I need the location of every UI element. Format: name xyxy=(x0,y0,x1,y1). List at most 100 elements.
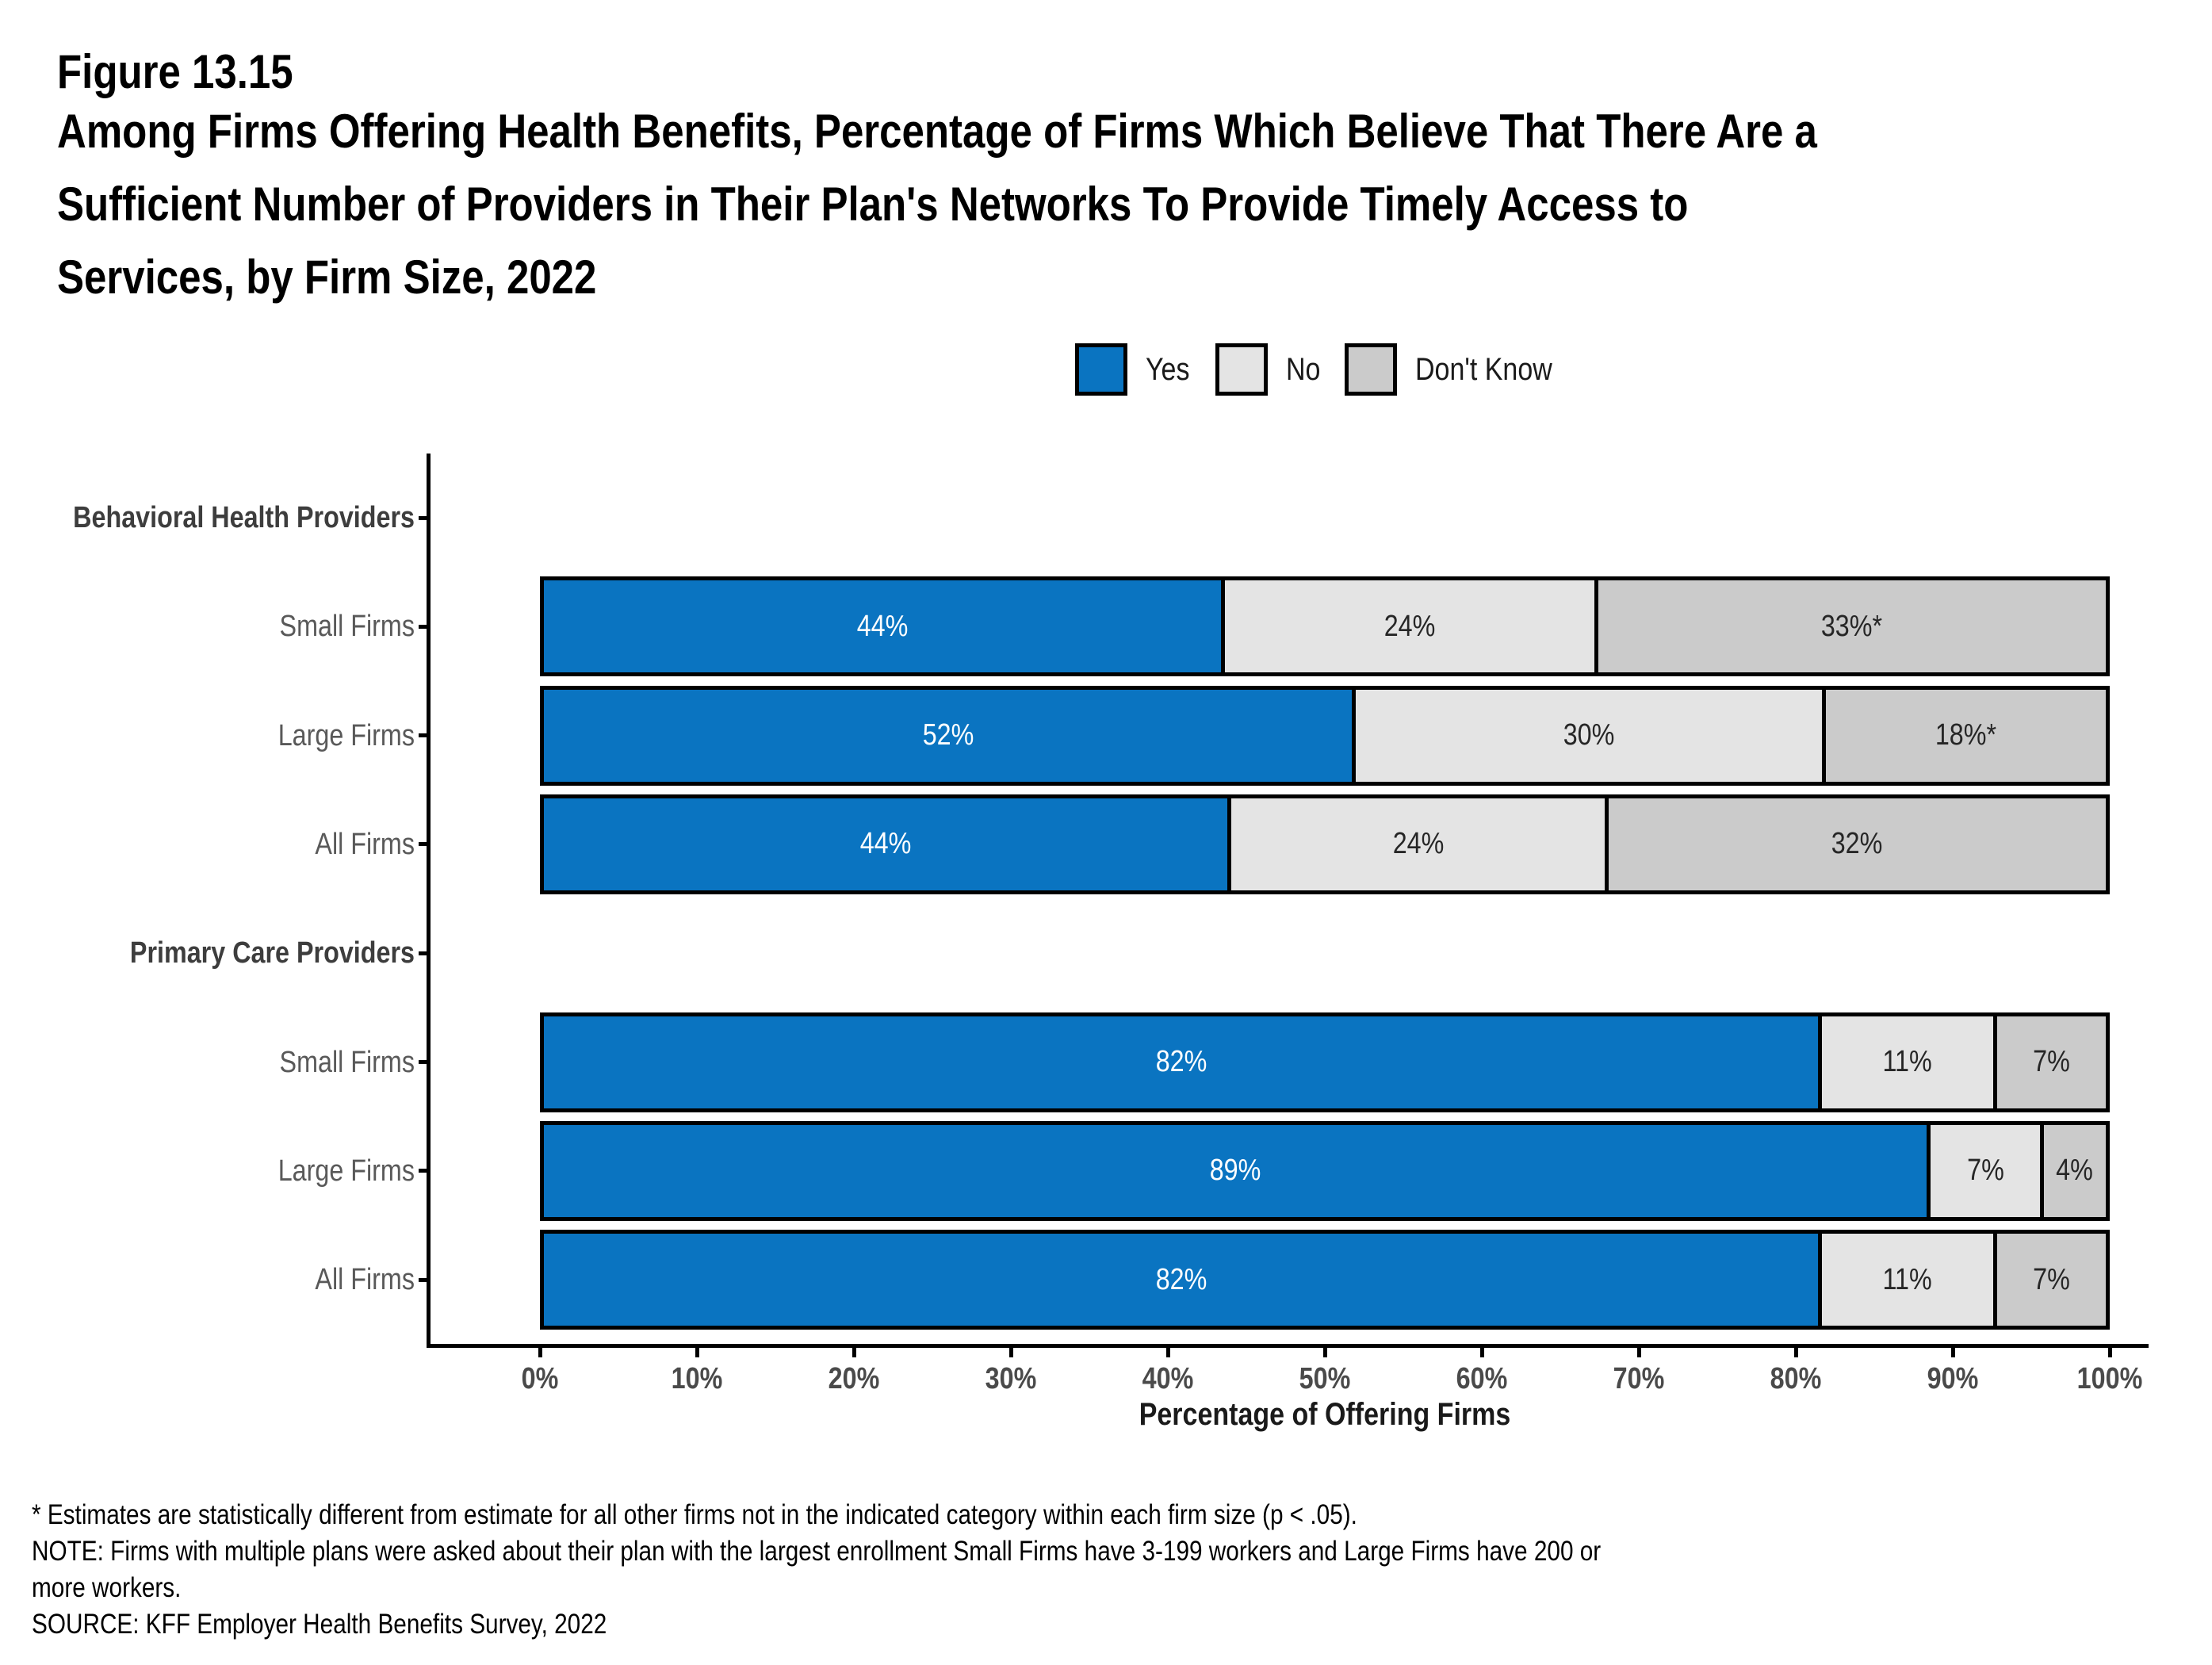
bar-value-label: 32% xyxy=(1831,827,1883,861)
x-axis-tick xyxy=(1008,1344,1013,1357)
legend-swatch-icon xyxy=(1075,343,1127,396)
x-axis-tick xyxy=(1165,1344,1170,1357)
bar-value-label: 44% xyxy=(856,609,909,643)
y-axis-tick xyxy=(419,1060,431,1064)
bar-value-label: 4% xyxy=(2056,1154,2094,1188)
y-group-label: Behavioral Health Providers xyxy=(73,501,415,534)
x-axis-tick xyxy=(2107,1344,2112,1357)
x-axis-tick xyxy=(1636,1344,1641,1357)
stacked-bar: 89% 7% 4% xyxy=(540,1120,2111,1221)
x-axis-tick xyxy=(538,1344,542,1357)
bar-segment-yes: 89% xyxy=(540,1120,1931,1221)
footnote-note-line-2: more workers. xyxy=(32,1572,182,1603)
bar-segment-yes: 44% xyxy=(540,794,1232,894)
figure-title-line-1: Among Firms Offering Health Benefits, Pe… xyxy=(57,105,1817,158)
y-category-label: Small Firms xyxy=(279,610,415,644)
x-axis-tick xyxy=(1950,1344,1955,1357)
legend-swatch-icon xyxy=(1215,343,1269,396)
bar-value-label: 11% xyxy=(1882,1045,1933,1078)
bar-segment-don-t-know: 7% xyxy=(1992,1230,2110,1330)
bar-value-label: 7% xyxy=(1966,1154,2004,1188)
footnote-note-line-1: NOTE: Firms with multiple plans were ask… xyxy=(32,1536,1602,1567)
legend-item-don-t-know: Don't Know xyxy=(1345,343,1576,396)
stacked-bar: 82% 11% 7% xyxy=(540,1012,2110,1112)
y-axis-tick xyxy=(419,624,431,629)
x-tick-label: 0% xyxy=(521,1362,559,1395)
x-tick-label: 60% xyxy=(1456,1362,1508,1395)
x-tick-label: 100% xyxy=(2076,1362,2143,1395)
x-tick-label: 20% xyxy=(828,1362,880,1395)
y-category-label: All Firms xyxy=(315,827,415,861)
footnote-source: SOURCE: KFF Employer Health Benefits Sur… xyxy=(32,1609,607,1640)
x-axis-tick xyxy=(1793,1344,1798,1357)
bar-segment-don-t-know: 7% xyxy=(1992,1012,2110,1112)
y-category-label: Large Firms xyxy=(277,718,415,752)
footnote-asterisk: * Estimates are statistically different … xyxy=(32,1499,1357,1530)
bar-value-label: 7% xyxy=(2033,1045,2070,1078)
stacked-bar: 52% 30% 18%* xyxy=(540,685,2110,786)
x-axis-tick xyxy=(852,1344,856,1357)
x-tick-label: 30% xyxy=(985,1362,1037,1395)
bar-segment-don-t-know: 32% xyxy=(1604,794,2111,894)
legend-item-yes: Yes xyxy=(1075,343,1197,396)
y-category-label: Large Firms xyxy=(277,1154,415,1188)
bar-segment-yes: 82% xyxy=(540,1012,1823,1112)
stacked-bar: 82% 11% 7% xyxy=(540,1230,2110,1330)
x-axis-tick xyxy=(1322,1344,1327,1357)
footnotes: * Estimates are statistically different … xyxy=(32,1497,1601,1643)
stacked-bar: 44% 24% 33%* xyxy=(540,576,2110,677)
bar-value-label: 11% xyxy=(1882,1262,1933,1296)
bar-value-label: 24% xyxy=(1383,609,1436,643)
bar-value-label: 44% xyxy=(859,827,912,861)
bar-value-label: 89% xyxy=(1209,1154,1261,1188)
bar-segment-yes: 82% xyxy=(540,1230,1823,1330)
bar-value-label: 82% xyxy=(1155,1045,1207,1078)
y-axis-tick xyxy=(419,951,431,955)
y-group-label: Primary Care Providers xyxy=(129,936,415,970)
bar-segment-no: 7% xyxy=(1927,1120,2044,1221)
y-category-label: All Firms xyxy=(315,1263,415,1297)
bar-value-label: 82% xyxy=(1155,1262,1207,1296)
bar-segment-yes: 52% xyxy=(540,685,1357,786)
legend: Yes No Don't Know xyxy=(1075,343,1577,396)
stacked-bar: 44% 24% 32% xyxy=(540,794,2111,894)
bar-segment-don-t-know: 4% xyxy=(2039,1120,2111,1221)
legend-label: No xyxy=(1286,351,1321,387)
x-tick-label: 70% xyxy=(1613,1362,1665,1395)
figure-title-line-3: Services, by Firm Size, 2022 xyxy=(57,251,597,304)
y-axis-tick xyxy=(419,842,431,847)
legend-label: Yes xyxy=(1146,351,1190,387)
x-tick-label: 80% xyxy=(1770,1362,1822,1395)
y-axis-tick xyxy=(419,515,431,520)
y-axis-tick xyxy=(419,733,431,738)
y-category-label: Small Firms xyxy=(279,1045,415,1079)
bar-segment-don-t-know: 33%* xyxy=(1594,576,2110,677)
bar-segment-no: 24% xyxy=(1227,794,1609,894)
x-tick-label: 10% xyxy=(671,1362,723,1395)
x-tick-label: 40% xyxy=(1142,1362,1194,1395)
legend-item-no: No xyxy=(1215,343,1326,396)
bar-value-label: 24% xyxy=(1392,827,1444,861)
bar-segment-no: 24% xyxy=(1220,576,1598,677)
figure-title-line-2: Sufficient Number of Providers in Their … xyxy=(57,178,1689,231)
legend-swatch-icon xyxy=(1345,343,1398,396)
x-axis-tick xyxy=(695,1344,699,1357)
bar-segment-no: 11% xyxy=(1818,1012,1997,1112)
x-tick-label: 50% xyxy=(1299,1362,1351,1395)
bar-segment-yes: 44% xyxy=(540,576,1225,677)
x-axis-tick xyxy=(1479,1344,1484,1357)
bar-value-label: 52% xyxy=(922,718,974,752)
bar-value-label: 33%* xyxy=(1821,609,1883,643)
y-axis-tick xyxy=(419,1277,431,1282)
bar-value-label: 7% xyxy=(2033,1262,2070,1296)
x-axis-title: Percentage of Offering Firms xyxy=(1139,1397,1511,1432)
bar-segment-don-t-know: 18%* xyxy=(1822,685,2110,786)
figure-number: Figure 13.15 xyxy=(57,45,293,98)
bar-value-label: 30% xyxy=(1563,718,1615,752)
bar-segment-no: 30% xyxy=(1352,685,1827,786)
legend-label: Don't Know xyxy=(1415,351,1553,387)
figure-title: Among Firms Offering Health Benefits, Pe… xyxy=(57,95,1817,314)
y-axis-tick xyxy=(419,1169,431,1173)
bar-value-label: 18%* xyxy=(1935,718,1997,752)
